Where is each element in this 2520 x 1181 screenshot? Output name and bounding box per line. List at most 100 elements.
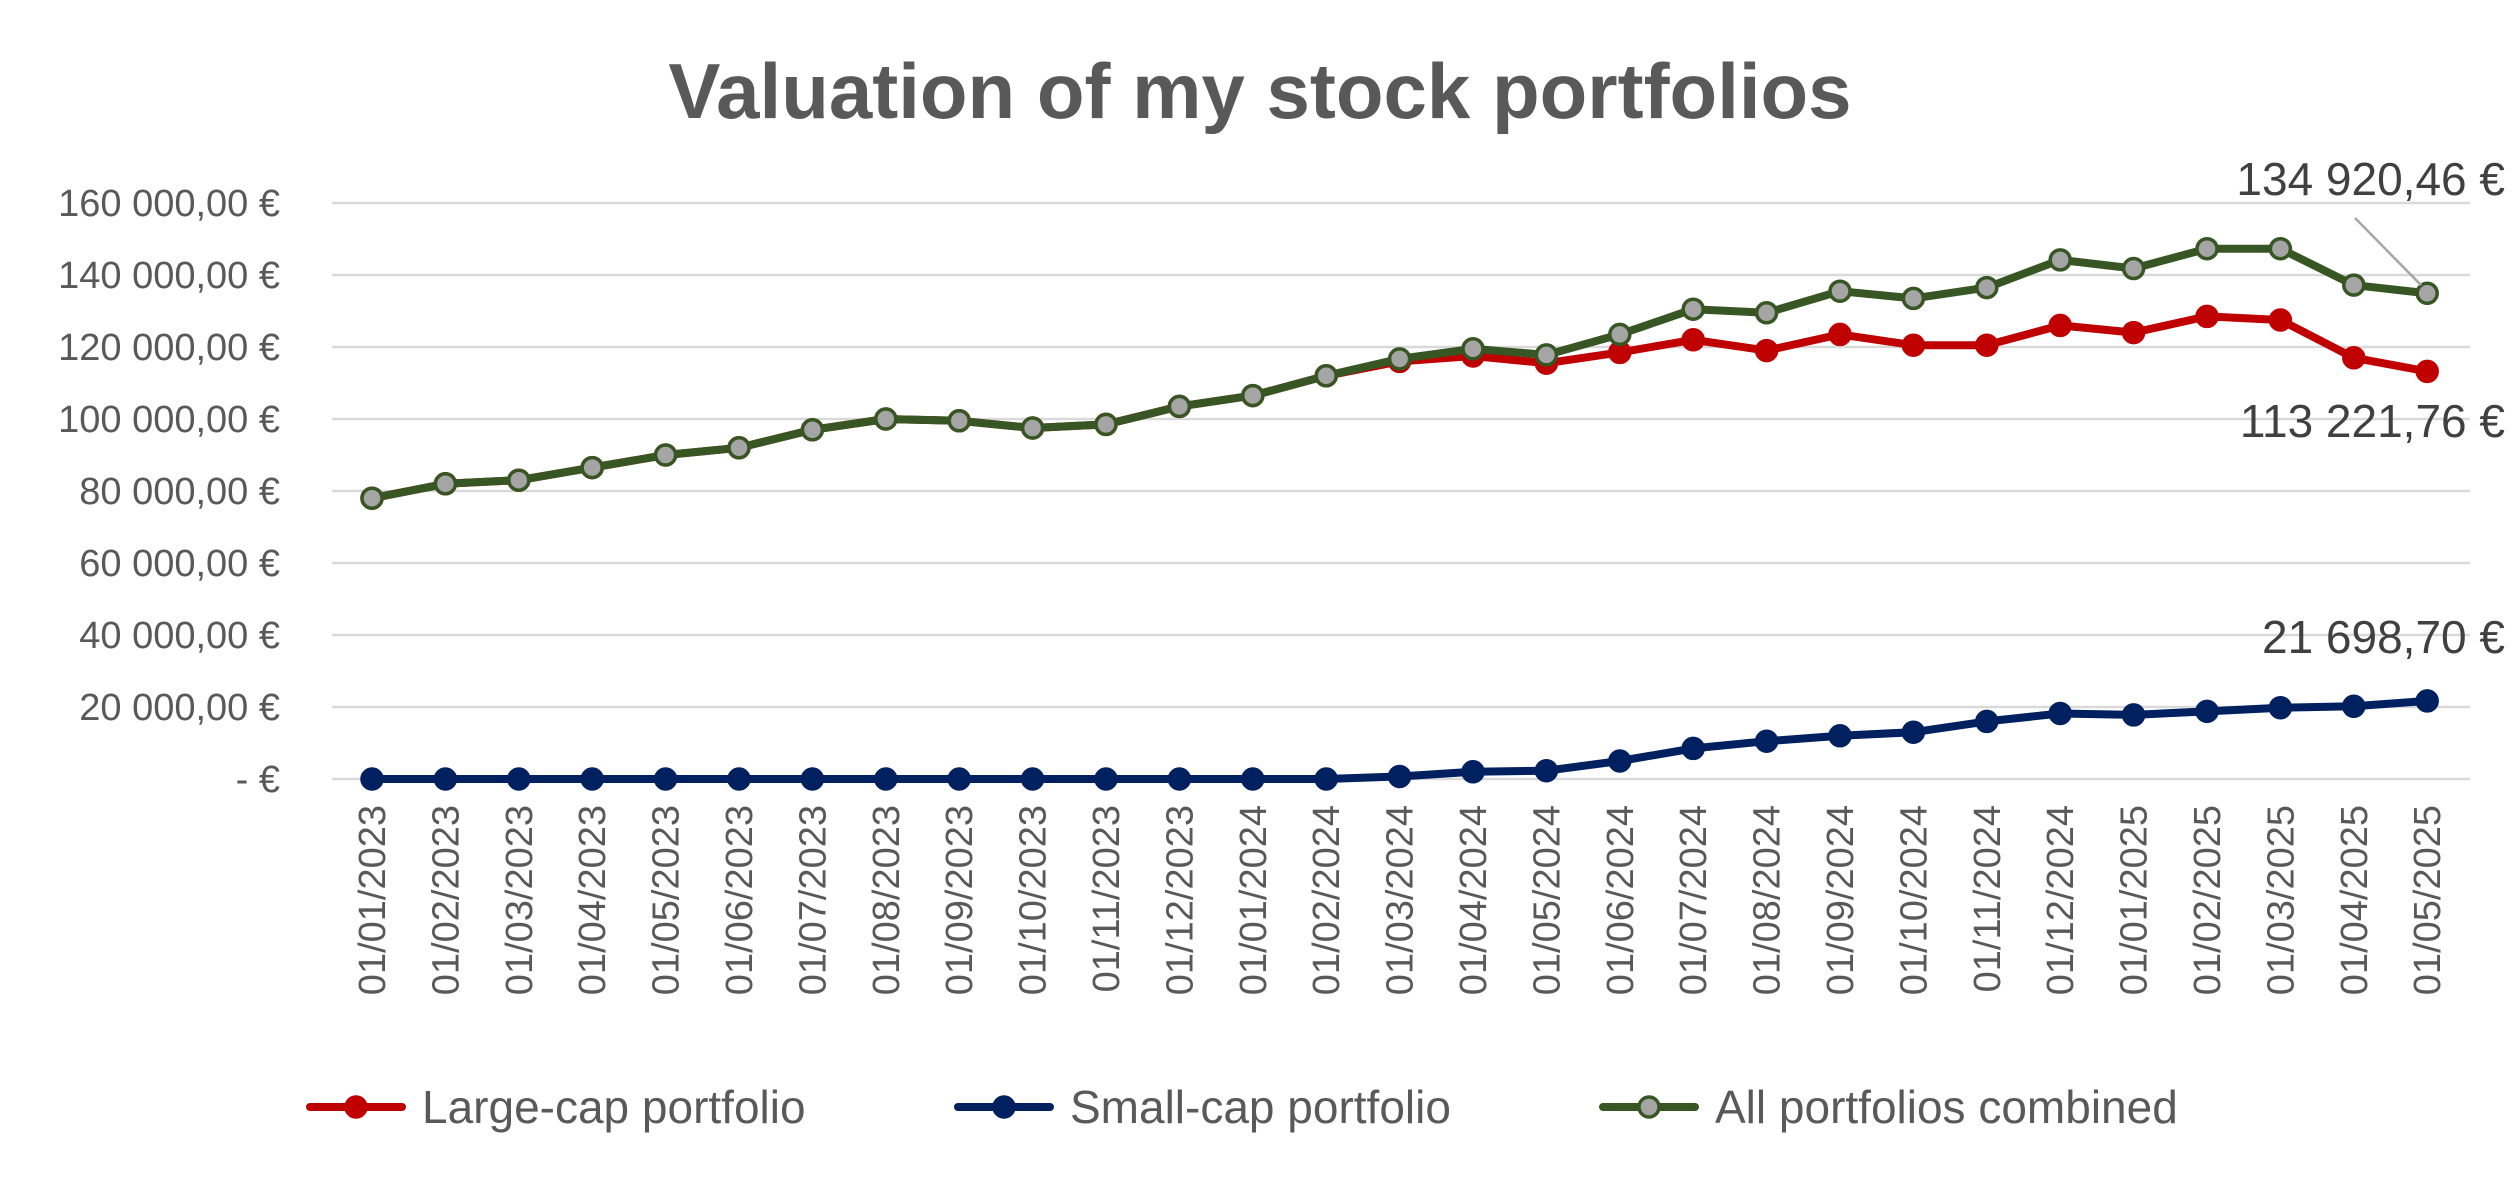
legend-item-all-portfolios-combined: All portfolios combined	[1599, 1081, 2178, 1133]
x-tick-label: 01/11/2024	[1967, 805, 2009, 992]
data-point	[800, 418, 825, 442]
x-tick-label: 01/05/2023	[646, 805, 688, 995]
data-point	[1901, 720, 1926, 744]
data-point	[1461, 337, 1485, 361]
data-point	[1534, 758, 1559, 783]
data-point	[2121, 256, 2146, 281]
x-tick-label: 01/02/2024	[1306, 805, 1348, 995]
legend-item-large-cap-portfolio: Large-cap portfolio	[306, 1081, 806, 1133]
x-tick-label: 01/08/2024	[1747, 805, 1789, 995]
value-annotations: 134 920,46 € 113 221,76 € 21 698,70 €	[2236, 153, 2505, 663]
series-all-portfolios-combined	[360, 236, 2439, 510]
legend-label: Large-cap portfolio	[422, 1081, 806, 1133]
data-point	[1754, 729, 1779, 753]
data-point	[433, 767, 458, 791]
y-tick-label: 20 000,00 €	[79, 687, 280, 729]
data-point	[433, 472, 458, 496]
data-point	[947, 409, 971, 433]
data-point	[1020, 416, 1045, 440]
value-annotation: 21 698,70 €	[2262, 611, 2505, 663]
data-point	[2342, 273, 2366, 297]
x-tick-label: 01/06/2024	[1600, 805, 1642, 995]
legend-label: Small-cap portfolio	[1070, 1081, 1451, 1133]
legend-label: All portfolios combined	[1715, 1081, 2178, 1133]
legend-swatch-marker	[992, 1095, 1016, 1119]
data-point	[947, 767, 971, 791]
x-tick-label: 01/12/2024	[2040, 805, 2082, 995]
gridlines	[332, 201, 2470, 781]
x-tick-label: 01/01/2023	[352, 805, 394, 995]
data-point	[1681, 297, 1705, 321]
legend-swatch-marker	[344, 1095, 368, 1119]
data-point	[1094, 412, 1118, 437]
y-axis-tick-labels: - € 20 000,00 € 40 000,00 € 60 000,00 € 80 0…	[58, 183, 280, 801]
data-point	[1754, 301, 1779, 325]
y-tick-label: 40 000,00 €	[79, 615, 280, 657]
data-point	[874, 767, 898, 791]
data-point	[1681, 736, 1705, 761]
legend-swatch-marker	[1637, 1095, 1661, 1119]
data-point	[1387, 347, 1412, 371]
x-tick-label: 01/07/2023	[792, 805, 834, 995]
annotation-leader-line	[2354, 217, 2423, 287]
data-point	[2268, 236, 2293, 261]
x-tick-label: 01/02/2025	[2187, 805, 2229, 995]
series-small-cap-portfolio	[360, 689, 2439, 791]
data-point	[1387, 764, 1412, 789]
value-annotation: 134 920,46 €	[2236, 153, 2505, 205]
data-point	[2415, 281, 2439, 306]
x-tick-label: 01/02/2023	[425, 805, 467, 995]
y-tick-label: 140 000,00 €	[58, 255, 280, 297]
y-tick-label: 100 000,00 €	[58, 399, 280, 441]
data-point	[1534, 343, 1559, 367]
data-point	[1461, 760, 1485, 784]
x-tick-label: 01/04/2024	[1453, 805, 1495, 995]
value-annotation: 113 221,76 €	[2240, 395, 2505, 447]
data-point	[2415, 359, 2439, 384]
x-tick-label: 01/04/2025	[2334, 805, 2376, 995]
data-point	[2268, 308, 2293, 332]
data-point	[1828, 724, 1852, 748]
data-point	[800, 767, 825, 791]
x-tick-label: 01/01/2024	[1233, 805, 1275, 995]
x-tick-label: 01/04/2023	[572, 805, 614, 995]
data-point	[874, 407, 898, 431]
x-tick-label: 01/05/2024	[1526, 805, 1568, 995]
data-point	[727, 767, 751, 791]
data-point	[580, 767, 604, 791]
data-point	[2121, 320, 2146, 345]
data-point	[2195, 699, 2219, 724]
data-point	[1314, 364, 1338, 388]
data-point	[1241, 383, 1265, 408]
x-axis-tick-labels: 01/01/2023 01/02/2023 01/03/2023 01/04/2023…	[352, 805, 2449, 995]
chart-title: Valuation of my stock portfolios	[668, 47, 1851, 135]
data-point	[1608, 749, 1632, 773]
data-point	[1167, 767, 1192, 791]
data-point	[1828, 322, 1852, 347]
data-point	[2048, 701, 2072, 726]
data-point	[1975, 275, 1999, 300]
x-tick-label: 01/09/2023	[939, 805, 981, 995]
series-line-large-cap-portfolio	[368, 312, 2432, 503]
x-tick-label: 01/05/2025	[2407, 805, 2449, 995]
x-tick-label: 01/08/2023	[866, 805, 908, 995]
data-point	[1754, 338, 1779, 363]
data-point	[1828, 279, 1852, 303]
legend-item-small-cap-portfolio: Small-cap portfolio	[954, 1081, 1451, 1133]
x-tick-label: 01/09/2024	[1820, 805, 1862, 995]
data-point	[653, 443, 678, 467]
data-point	[1020, 767, 1045, 791]
data-point	[360, 486, 384, 510]
data-point	[507, 767, 531, 791]
data-point	[2415, 689, 2439, 713]
x-tick-label: 01/01/2025	[2114, 805, 2156, 995]
data-point	[1975, 709, 1999, 734]
data-point	[1975, 333, 1999, 357]
data-point	[1608, 322, 1632, 347]
y-tick-label: - €	[236, 759, 280, 801]
legend: Large-cap portfolio Small-cap portfolio Al…	[306, 1081, 2178, 1133]
y-tick-label: 60 000,00 €	[79, 543, 280, 585]
x-tick-label: 01/06/2023	[719, 805, 761, 995]
data-point	[2048, 248, 2072, 272]
